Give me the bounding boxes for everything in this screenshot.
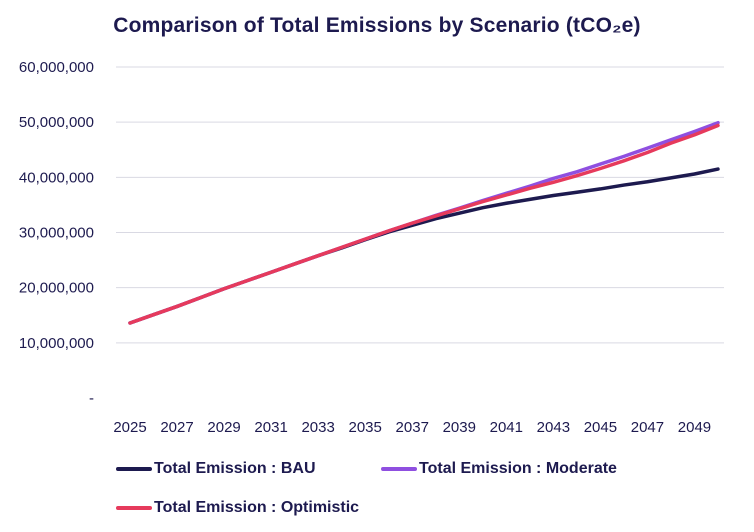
grid-lines — [116, 66, 724, 344]
y-tick-label: 10,000,000 — [19, 335, 94, 352]
x-tick-label: 2043 — [537, 419, 570, 436]
x-axis-ticks: 2025 2027 2029 2031 2033 2035 2037 2039 2041 2043… — [113, 419, 711, 436]
x-tick-label: 2037 — [396, 419, 429, 436]
legend-swatch-bau — [116, 467, 152, 471]
legend-label-moderate: Total Emission : Moderate — [419, 460, 617, 477]
legend-label-optimistic: Total Emission : Optimistic — [154, 499, 360, 516]
y-tick-label: - — [89, 390, 94, 407]
x-tick-label: 2035 — [349, 419, 382, 436]
y-axis-ticks: - 10,000,000 20,000,000 30,000,000 40,000,00… — [19, 59, 94, 407]
series-line-bau — [128, 167, 720, 325]
y-tick-label: 60,000,000 — [19, 59, 94, 76]
x-tick-label: 2027 — [160, 419, 193, 436]
y-tick-label: 30,000,000 — [19, 225, 94, 242]
legend-swatch-moderate — [381, 467, 417, 471]
x-tick-label: 2045 — [584, 419, 617, 436]
x-tick-label: 2041 — [490, 419, 523, 436]
series-lines — [128, 120, 720, 325]
chart-title: Comparison of Total Emissions by Scenari… — [113, 14, 641, 37]
x-tick-label: 2033 — [301, 419, 334, 436]
series-line-optimistic — [128, 123, 720, 325]
x-tick-label: 2049 — [678, 419, 711, 436]
legend-label-bau: Total Emission : BAU — [154, 460, 316, 477]
y-tick-label: 20,000,000 — [19, 280, 94, 297]
x-tick-label: 2029 — [207, 419, 240, 436]
y-tick-label: 50,000,000 — [19, 114, 94, 131]
y-tick-label: 40,000,000 — [19, 169, 94, 186]
x-tick-label: 2047 — [631, 419, 664, 436]
x-tick-label: 2025 — [113, 419, 146, 436]
x-tick-label: 2031 — [254, 419, 287, 436]
legend-item-bau: Total Emission : BAU — [116, 460, 316, 478]
legend-swatch-optimistic — [116, 506, 152, 510]
x-tick-label: 2039 — [443, 419, 476, 436]
legend-item-optimistic: Total Emission : Optimistic — [116, 499, 359, 517]
legend-item-moderate: Total Emission : Moderate — [381, 460, 617, 478]
